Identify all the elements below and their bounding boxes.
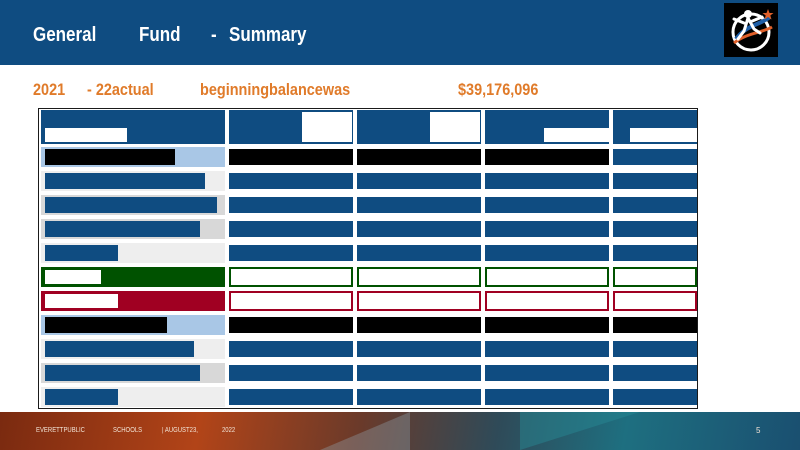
table-cell xyxy=(229,291,353,311)
table-cell xyxy=(613,149,697,165)
title-word-dash: - xyxy=(211,24,217,46)
table-row-label-block xyxy=(45,365,200,381)
header-label-block xyxy=(430,112,480,142)
footer-district: EVERETTPUBLIC xyxy=(36,427,85,434)
table-cell xyxy=(229,365,353,381)
table-cell xyxy=(485,291,609,311)
table-row-label-block xyxy=(45,245,118,261)
table-cell xyxy=(485,389,609,405)
table-cell xyxy=(357,149,481,165)
table-cell xyxy=(485,341,609,357)
slide-footer: EVERETTPUBLIC SCHOOLS | AUGUST23, 2022 5 xyxy=(0,412,800,450)
footer-decor-shape xyxy=(520,412,640,450)
slide-header: General Fund - Summary xyxy=(0,0,800,65)
school-district-logo xyxy=(724,3,778,57)
page-number: 5 xyxy=(756,426,761,435)
table-row-label-block xyxy=(45,173,205,189)
table-cell xyxy=(613,365,697,381)
table-cell xyxy=(485,245,609,261)
table-cell xyxy=(357,173,481,189)
table-row-label-block xyxy=(45,221,200,237)
table-row-label-block xyxy=(45,270,101,284)
table-cell xyxy=(357,245,481,261)
footer-decor-shape xyxy=(320,412,410,450)
table-cell xyxy=(613,197,697,213)
subtitle-amount: $39,176,096 xyxy=(458,80,539,99)
subtitle-year: 2021 xyxy=(33,80,66,99)
table-cell xyxy=(229,221,353,237)
table-cell xyxy=(357,389,481,405)
table-cell xyxy=(485,365,609,381)
table-cell xyxy=(485,197,609,213)
footer-year: 2022 xyxy=(222,427,236,434)
table-cell xyxy=(357,341,481,357)
header-label-block xyxy=(45,128,127,142)
footer-schools: SCHOOLS xyxy=(113,427,143,434)
table-cell xyxy=(613,221,697,237)
table-cell xyxy=(485,173,609,189)
table-row-label-block xyxy=(45,197,217,213)
logo-graphic xyxy=(731,9,774,52)
subtitle-actual: - 22actual xyxy=(87,80,154,99)
table-row-label-block xyxy=(45,317,167,333)
table-cell xyxy=(613,173,697,189)
title-word-fund: Fund xyxy=(139,24,181,46)
table-cell xyxy=(613,267,697,287)
table-cell xyxy=(613,389,697,405)
table-cell xyxy=(357,291,481,311)
table-row-label-block xyxy=(45,389,118,405)
table-cell xyxy=(229,245,353,261)
table-row-label-block xyxy=(45,149,175,165)
footer-date: | AUGUST23, xyxy=(162,427,198,434)
table-cell xyxy=(229,173,353,189)
table-cell xyxy=(613,245,697,261)
table-cell xyxy=(229,317,353,333)
table-cell xyxy=(357,197,481,213)
table-cell xyxy=(485,149,609,165)
table-cell xyxy=(613,291,697,311)
header-label-block xyxy=(302,112,352,142)
header-label-block xyxy=(630,128,697,142)
header-label-block xyxy=(544,128,609,142)
table-cell xyxy=(357,365,481,381)
table-cell xyxy=(229,197,353,213)
summary-table xyxy=(38,108,698,409)
table-cell xyxy=(613,341,697,357)
table-cell xyxy=(229,389,353,405)
table-cell xyxy=(229,149,353,165)
title-word-general: General xyxy=(33,24,97,46)
table-cell xyxy=(613,317,697,333)
title-word-summary: Summary xyxy=(229,24,307,46)
table-cell xyxy=(229,341,353,357)
subtitle-beginning-balance: beginningbalancewas xyxy=(200,80,351,99)
table-cell xyxy=(357,221,481,237)
table-row-label-block xyxy=(45,341,194,357)
table-cell xyxy=(485,267,609,287)
table-cell xyxy=(229,267,353,287)
table-cell xyxy=(485,317,609,333)
table-row-label-block xyxy=(45,294,118,308)
table-cell xyxy=(357,267,481,287)
table-cell xyxy=(357,317,481,333)
table-cell xyxy=(485,221,609,237)
